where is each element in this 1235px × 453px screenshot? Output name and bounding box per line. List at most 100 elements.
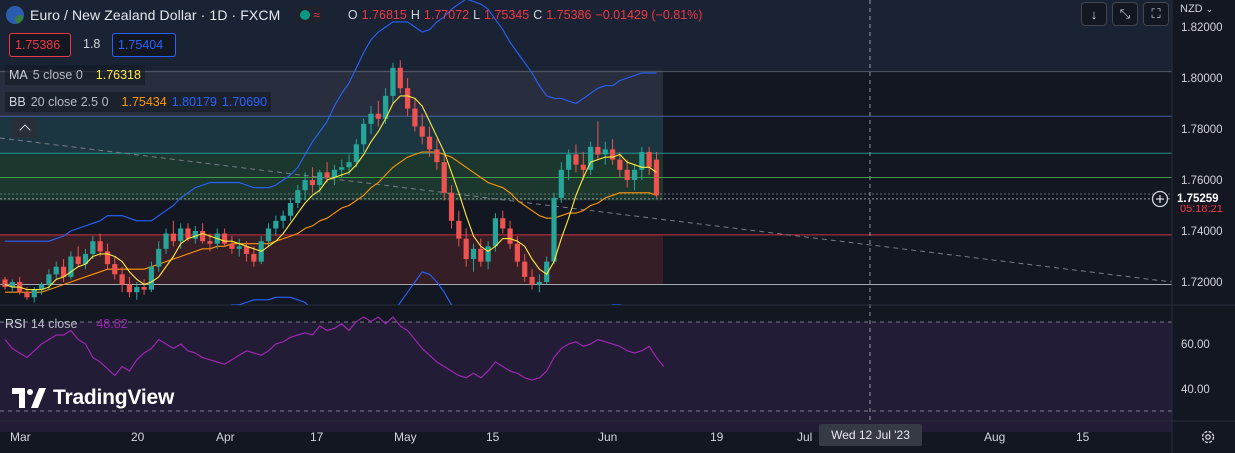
tradingview-watermark[interactable]: TradingView	[12, 386, 174, 410]
candle-body	[331, 169, 337, 178]
open-label: O	[347, 8, 358, 22]
eur-nzd-flag-icon	[6, 6, 24, 24]
scroll-down-button[interactable]: ↓	[1081, 2, 1107, 26]
price-axis-label: 1.78000	[1181, 124, 1223, 136]
candle-body	[236, 246, 242, 249]
settings-gear-icon[interactable]	[1199, 428, 1217, 446]
symbol-title[interactable]: Euro / New Zealand Dollar · 1D · FXCM	[30, 7, 281, 23]
change-value: −0.01429 (−0.81%)	[595, 8, 703, 22]
price-axis-label: 1.82000	[1181, 22, 1223, 34]
candle-body	[112, 264, 118, 275]
candle-body	[353, 144, 359, 163]
candle-body	[566, 154, 572, 170]
collapse-legend-button[interactable]	[11, 118, 38, 138]
candle-body	[192, 231, 198, 239]
last-price-label: 1.75259	[1174, 191, 1235, 207]
time-axis-label: Aug	[984, 430, 1005, 444]
bb-params: 20 close 2.5 0	[30, 95, 109, 109]
rsi-params: 14 close	[30, 317, 78, 331]
candle-body	[243, 246, 250, 254]
sell-button[interactable]: 1.75386	[9, 33, 71, 57]
candle-body	[60, 266, 67, 277]
time-axis-label: 19	[710, 430, 724, 444]
candle-body	[68, 256, 74, 277]
candle-body	[375, 113, 381, 119]
bb-basis-value: 1.75434	[121, 95, 167, 109]
candle-body	[309, 180, 316, 186]
time-axis-label: Mar	[10, 430, 31, 444]
market-open-dot-icon	[300, 10, 311, 20]
collapse-panes-button[interactable]: ⤡	[1112, 2, 1138, 26]
candle-body	[507, 228, 513, 244]
bb-upper-value: 1.80179	[171, 95, 217, 109]
ma-name: MA	[9, 68, 28, 82]
candle-body	[9, 282, 15, 288]
rsi-axis-label: 60.00	[1181, 339, 1210, 351]
rsi-name: RSI	[5, 317, 26, 331]
candle-body	[280, 215, 286, 221]
bb-indicator-legend[interactable]: BB 20 close 2.5 0 1.75434 1.80179 1.7069…	[5, 92, 272, 112]
candle-body	[551, 197, 557, 262]
candle-body	[53, 266, 59, 275]
price-axis-label: 1.74000	[1181, 226, 1223, 238]
add-alert-plus-icon[interactable]	[1151, 190, 1169, 208]
candle-body	[624, 169, 630, 180]
candle-body	[156, 248, 162, 267]
candle-body	[595, 146, 601, 155]
candle-body	[412, 108, 418, 127]
candle-body	[134, 287, 140, 293]
ma-params: 5 close 0	[32, 68, 83, 82]
candle-body	[463, 238, 469, 260]
rsi-indicator-legend[interactable]: RSI 14 close 48.82	[5, 315, 128, 333]
candle-body	[302, 180, 308, 191]
candle-body	[90, 241, 96, 254]
candle-body	[229, 243, 235, 249]
candle-body	[317, 172, 323, 186]
candle-body	[200, 231, 206, 242]
ohlc-values: O 1.76815 H 1.77072 L 1.75345 C 1.75386 −0.0…	[348, 8, 703, 22]
time-axis-label: 15	[486, 430, 500, 444]
candle-body	[514, 243, 520, 262]
candle-body	[397, 67, 403, 89]
time-axis-label: 20	[131, 430, 145, 444]
candle-body	[222, 233, 228, 244]
price-axis-label: 1.80000	[1181, 73, 1223, 85]
market-status-toggle[interactable]: ≈	[294, 7, 326, 23]
candle-body	[580, 164, 586, 170]
candle-body	[287, 202, 294, 216]
fullscreen-icon: ⛶	[1151, 6, 1161, 21]
bb-name: BB	[9, 95, 26, 109]
tradingview-wordmark: TradingView	[53, 386, 175, 409]
ma-indicator-legend[interactable]: MA 5 close 0 1.76318	[5, 65, 145, 85]
candle-body	[31, 289, 37, 298]
candle-body	[558, 169, 564, 198]
candle-body	[478, 248, 484, 262]
crosshair-date-label: Wed 12 Jul '23	[819, 424, 922, 446]
time-axis-label: 15	[1076, 430, 1090, 444]
wave-icon: ≈	[313, 8, 320, 22]
candle-body	[602, 149, 608, 155]
candle-body	[24, 292, 30, 298]
rsi-band-background	[0, 322, 1172, 432]
candle-body	[544, 261, 550, 282]
fullscreen-button[interactable]: ⛶	[1143, 2, 1169, 26]
candle-body	[324, 172, 330, 178]
candle-body	[163, 233, 169, 249]
candle-body	[75, 256, 81, 265]
close-label: C	[533, 8, 543, 22]
candle-body	[178, 228, 184, 242]
candle-body	[529, 276, 535, 285]
candle-body	[82, 253, 89, 265]
candle-body	[46, 274, 52, 285]
symbol-header[interactable]: Euro / New Zealand Dollar · 1D · FXCM ≈ …	[6, 4, 702, 26]
candle-body	[207, 241, 213, 244]
currency-selector[interactable]: NZD ⌄	[1180, 3, 1213, 15]
bb-lower-value: 1.70690	[221, 95, 268, 109]
candle-body	[426, 136, 433, 150]
upper-shade-zone	[0, 0, 1172, 72]
buy-button[interactable]: 1.75404	[112, 33, 176, 57]
candle-body	[170, 233, 176, 242]
candle-body	[617, 159, 623, 170]
candle-body	[492, 218, 499, 247]
